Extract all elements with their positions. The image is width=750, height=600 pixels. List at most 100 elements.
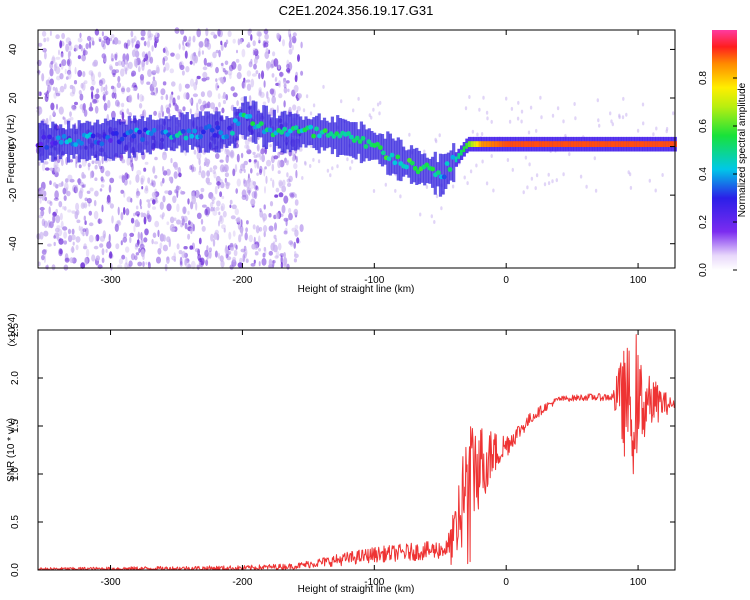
noise-speck [80,82,84,89]
noise-speck [250,78,255,88]
band-core-slice [526,141,530,147]
noise-speck [272,179,275,188]
band-slice [322,117,327,151]
noise-speck [110,85,115,90]
noise-speck [147,50,151,59]
noise-speck [357,96,360,101]
noise-speck [45,79,51,87]
noise-speck [197,248,201,256]
signal-point [360,135,366,141]
band-core-slice [636,141,640,147]
noise-speck [243,248,248,257]
noise-speck [75,155,78,164]
noise-speck [256,30,262,37]
noise-speck [167,190,173,196]
noise-speck [171,255,177,261]
noise-speck [642,121,645,126]
noise-speck [172,97,176,105]
noise-speck [135,252,140,256]
noise-speck [140,37,145,41]
noise-speck [143,237,148,243]
noise-speck [194,112,198,118]
noise-speck [220,62,224,66]
noise-speck [253,48,259,57]
noise-speck [111,92,116,99]
y-tick-label: 0.0 [10,563,21,577]
noise-speck [252,50,255,56]
noise-speck [169,216,175,224]
signal-point [250,121,256,127]
band-core-slice [481,141,485,147]
noise-speck [83,215,87,221]
noise-speck [326,168,330,173]
noise-speck [213,34,218,39]
noise-speck [294,224,299,230]
band-slice [341,118,345,155]
band-slice [312,117,316,149]
noise-speck [468,95,471,99]
noise-speck [235,58,240,63]
noise-speck [255,185,258,190]
signal-point [279,130,285,135]
noise-speck [551,113,555,118]
noise-speck [176,219,181,225]
noise-speck [98,218,101,225]
noise-speck [203,57,207,66]
noise-speck [121,254,126,260]
noise-speck [90,86,95,91]
band-slice [169,116,174,151]
signal-point [267,127,273,133]
noise-speck [543,182,547,187]
band-slice [249,105,253,135]
band-slice [441,154,445,195]
signal-point [404,164,409,170]
noise-speck [154,220,160,228]
noise-speck [196,212,202,219]
noise-speck [147,214,152,223]
noise-speck [232,256,237,263]
noise-speck [661,173,664,177]
signal-point [209,127,215,133]
signal-point [380,150,386,156]
noise-speck [490,119,493,124]
noise-speck [529,105,533,110]
noise-speck [202,71,208,78]
band-core-slice [507,141,511,147]
noise-speck [191,164,194,173]
noise-speck [194,54,198,64]
noise-speck [116,82,122,89]
noise-speck [92,61,97,67]
noise-speck [593,156,596,161]
noise-speck [152,70,158,74]
noise-speck [241,81,246,89]
noise-speck [121,159,126,164]
signal-point [409,160,415,166]
y-tick-label: 2.0 [10,371,21,385]
noise-speck [230,86,235,92]
noise-speck [53,241,56,247]
band-core-slice [491,141,495,147]
band-core-slice [607,141,611,147]
noise-speck [526,185,529,190]
noise-speck [87,162,91,167]
band-core-slice [483,141,487,147]
noise-speck [170,52,175,57]
noise-speck [67,58,72,67]
noise-speck [170,94,173,99]
noise-speck [52,110,56,116]
noise-speck [60,158,64,167]
noise-speck [568,152,571,157]
noise-speck [224,164,229,173]
signal-point [183,135,189,141]
band-core-slice [478,141,482,147]
signal-point [44,145,50,150]
x-tick-label: -200 [232,577,252,588]
noise-speck [279,71,284,77]
noise-speck [79,187,84,194]
noise-speck [535,128,538,133]
noise-speck [198,261,201,266]
noise-speck [200,91,205,98]
noise-speck [622,96,625,101]
noise-speck [61,59,67,67]
noise-speck [40,187,45,196]
